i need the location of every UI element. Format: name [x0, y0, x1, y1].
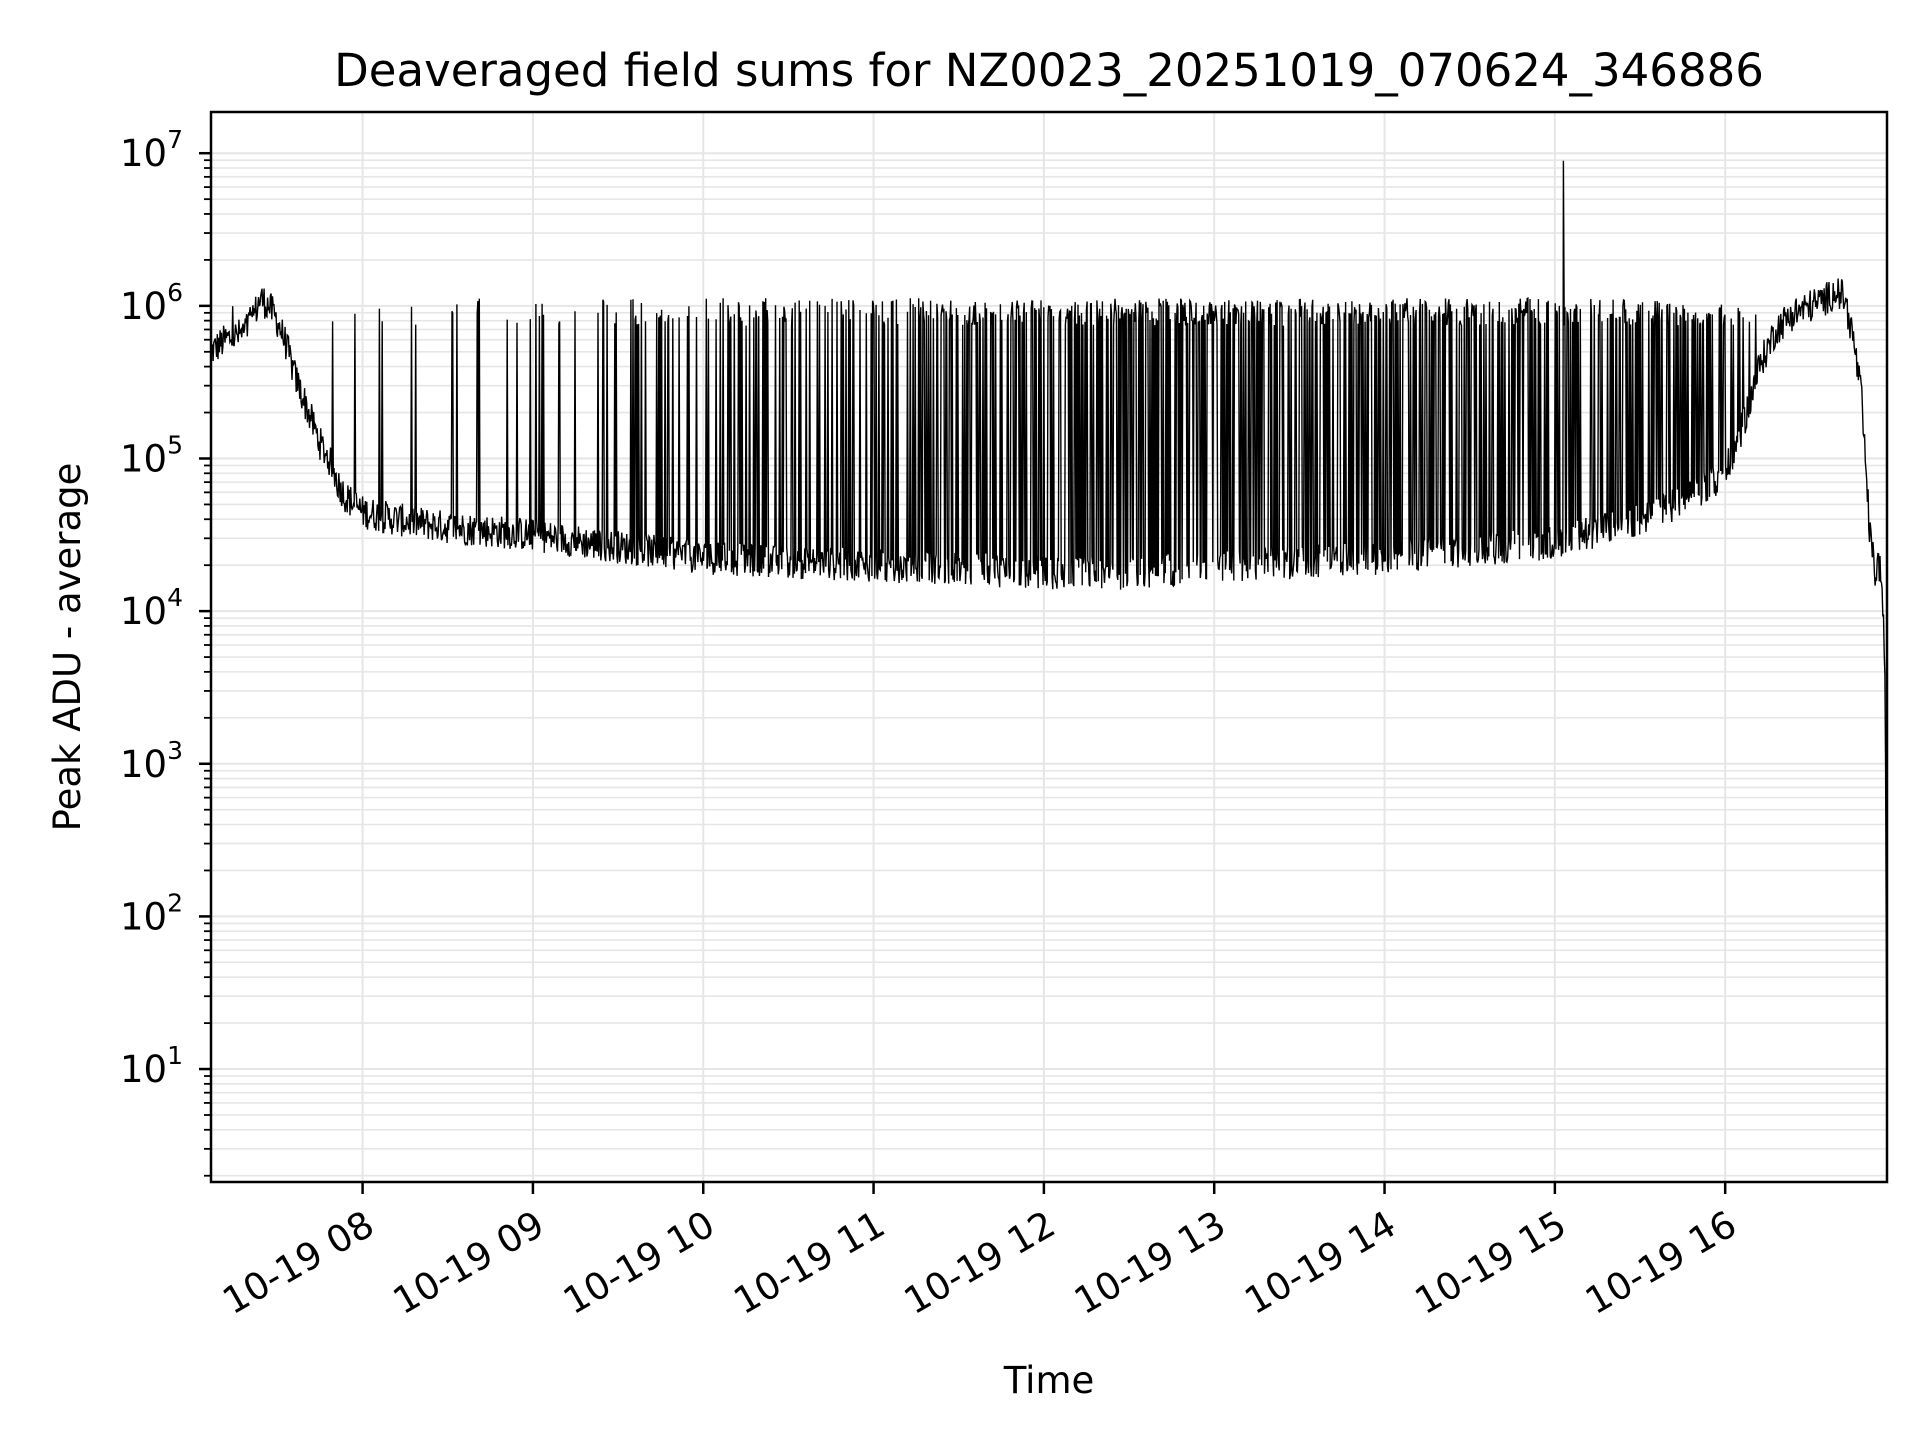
- y-tick-label-exponent: 4: [167, 583, 183, 612]
- y-tick-label-base: 10: [120, 437, 167, 480]
- series-line: [211, 160, 1887, 1131]
- y-tick-label-base: 10: [120, 1048, 167, 1091]
- axes-frame: [209, 110, 1889, 1184]
- y-tick-label-base: 10: [120, 743, 167, 786]
- y-tick-label-exponent: 7: [167, 125, 183, 154]
- y-tick-label-exponent: 3: [167, 736, 183, 765]
- grid-lines: [211, 112, 1887, 1182]
- x-axis-label: Time: [1003, 1359, 1095, 1402]
- y-tick-label: 102: [120, 888, 183, 938]
- y-tick-label: 105: [120, 430, 183, 480]
- y-tick-label-exponent: 1: [167, 1041, 183, 1070]
- y-tick-label-exponent: 5: [167, 430, 183, 459]
- y-tick-label-base: 10: [120, 590, 167, 633]
- y-axis-label: Peak ADU - average: [46, 463, 89, 832]
- y-tick-label-base: 10: [120, 895, 167, 938]
- y-tick-label-exponent: 6: [167, 278, 183, 307]
- y-tick-label: 104: [120, 583, 183, 633]
- chart-title: Deaveraged field sums for NZ0023_2025101…: [334, 44, 1764, 97]
- y-tick-label-base: 10: [120, 285, 167, 328]
- y-tick-label-base: 10: [120, 132, 167, 175]
- y-tick-label: 101: [120, 1041, 183, 1091]
- y-tick-label: 107: [120, 125, 183, 175]
- y-tick-label: 103: [120, 736, 183, 786]
- y-tick-label: 106: [120, 278, 183, 328]
- data-series: [211, 160, 1887, 1131]
- y-tick-label-exponent: 2: [167, 888, 183, 917]
